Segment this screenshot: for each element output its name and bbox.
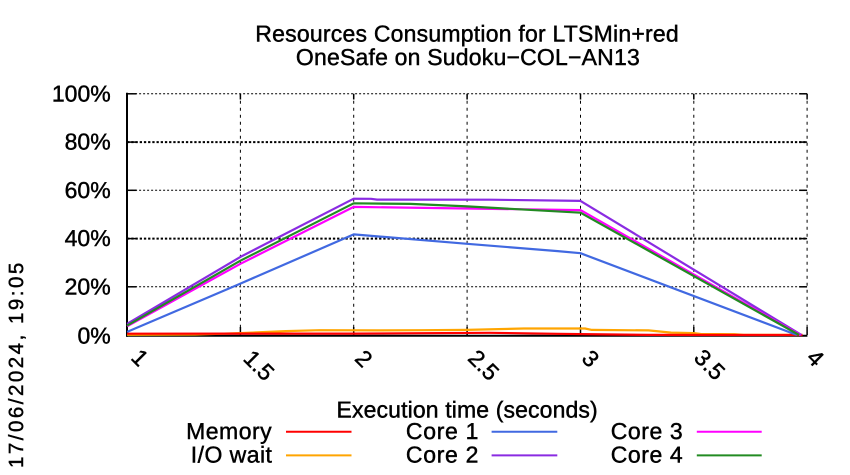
svg-text:Core 2: Core 2: [406, 441, 479, 467]
svg-text:Core 3: Core 3: [611, 418, 684, 444]
svg-text:Execution time (seconds): Execution time (seconds): [337, 397, 598, 423]
svg-text:40%: 40%: [65, 225, 111, 251]
svg-text:20%: 20%: [65, 273, 111, 299]
svg-text:Core 1: Core 1: [406, 418, 479, 444]
svg-text:100%: 100%: [52, 80, 111, 106]
svg-text:17/06/2024, 19:05: 17/06/2024, 19:05: [5, 260, 28, 468]
svg-text:80%: 80%: [65, 129, 111, 155]
svg-text:0%: 0%: [77, 322, 110, 348]
svg-text:60%: 60%: [65, 177, 111, 203]
svg-text:I/O wait: I/O wait: [191, 441, 273, 467]
svg-text:Memory: Memory: [186, 418, 272, 444]
svg-text:Core 4: Core 4: [611, 441, 684, 467]
svg-text:OneSafe on Sudoku−COL−AN13: OneSafe on Sudoku−COL−AN13: [296, 44, 640, 70]
svg-text:Resources Consumption for LTSM: Resources Consumption for LTSMin+red: [255, 21, 679, 47]
